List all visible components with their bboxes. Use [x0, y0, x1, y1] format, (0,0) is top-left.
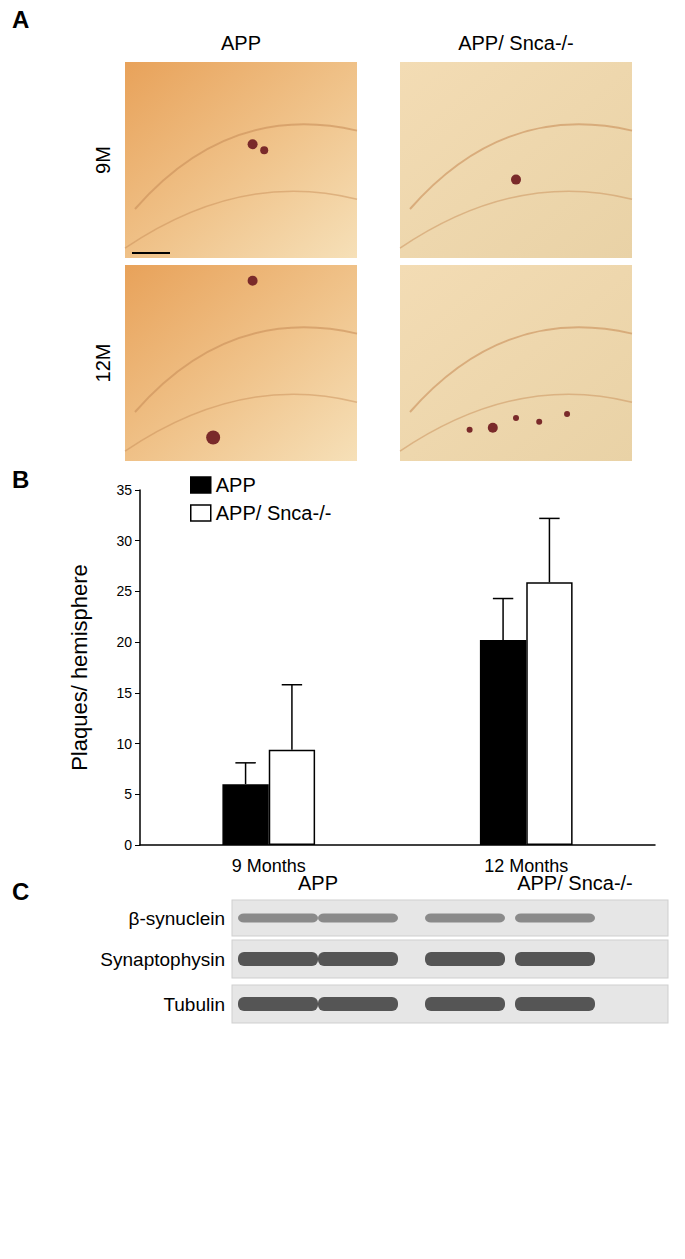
svg-text:Tubulin: Tubulin: [163, 994, 225, 1015]
svg-text:9M: 9M: [92, 146, 114, 174]
svg-text:APP: APP: [221, 32, 261, 54]
svg-text:12M: 12M: [92, 344, 114, 383]
svg-text:9 Months: 9 Months: [232, 856, 306, 876]
svg-text:5: 5: [124, 786, 132, 802]
svg-text:APP: APP: [216, 474, 256, 496]
svg-text:β-synuclein: β-synuclein: [129, 908, 225, 929]
svg-text:Synaptophysin: Synaptophysin: [100, 949, 225, 970]
svg-text:35: 35: [116, 482, 132, 498]
svg-text:Plaques/ hemisphere: Plaques/ hemisphere: [67, 564, 92, 771]
svg-text:C: C: [12, 878, 29, 905]
svg-text:A: A: [12, 6, 29, 33]
svg-text:APP/ Snca-/-: APP/ Snca-/-: [458, 32, 574, 54]
svg-text:20: 20: [116, 634, 132, 650]
svg-text:APP/ Snca-/-: APP/ Snca-/-: [517, 872, 633, 894]
svg-text:0: 0: [124, 837, 132, 853]
svg-text:25: 25: [116, 583, 132, 599]
svg-text:12 Months: 12 Months: [484, 856, 568, 876]
svg-text:15: 15: [116, 685, 132, 701]
svg-text:B: B: [12, 466, 29, 493]
svg-text:APP: APP: [298, 872, 338, 894]
svg-text:APP/ Snca-/-: APP/ Snca-/-: [216, 502, 332, 524]
svg-text:10: 10: [116, 736, 132, 752]
svg-text:30: 30: [116, 533, 132, 549]
